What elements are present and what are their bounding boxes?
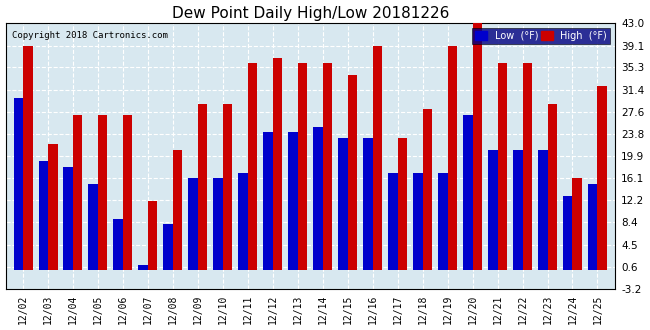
- Bar: [398, 138, 407, 270]
- Bar: [198, 104, 207, 270]
- Bar: [547, 104, 557, 270]
- Bar: [448, 46, 457, 270]
- Bar: [148, 201, 157, 270]
- Bar: [114, 219, 123, 270]
- Bar: [248, 63, 257, 270]
- Bar: [513, 149, 523, 270]
- Bar: [213, 179, 223, 270]
- Bar: [64, 167, 73, 270]
- Bar: [413, 173, 423, 270]
- Bar: [313, 127, 323, 270]
- Bar: [422, 109, 432, 270]
- Bar: [288, 132, 298, 270]
- Bar: [163, 224, 173, 270]
- Bar: [239, 173, 248, 270]
- Bar: [223, 104, 232, 270]
- Bar: [338, 138, 348, 270]
- Bar: [497, 63, 507, 270]
- Bar: [488, 149, 497, 270]
- Bar: [573, 179, 582, 270]
- Bar: [98, 115, 107, 270]
- Bar: [438, 173, 448, 270]
- Bar: [348, 75, 358, 270]
- Bar: [173, 149, 183, 270]
- Bar: [372, 46, 382, 270]
- Bar: [323, 63, 332, 270]
- Bar: [588, 184, 597, 270]
- Bar: [538, 149, 547, 270]
- Bar: [363, 138, 372, 270]
- Text: Copyright 2018 Cartronics.com: Copyright 2018 Cartronics.com: [12, 31, 168, 40]
- Bar: [273, 58, 282, 270]
- Bar: [388, 173, 398, 270]
- Bar: [263, 132, 273, 270]
- Bar: [463, 115, 473, 270]
- Bar: [563, 196, 573, 270]
- Bar: [597, 86, 607, 270]
- Bar: [188, 179, 198, 270]
- Bar: [14, 98, 23, 270]
- Bar: [73, 115, 83, 270]
- Bar: [473, 17, 482, 270]
- Bar: [38, 161, 48, 270]
- Bar: [88, 184, 98, 270]
- Legend: Low  (°F), High  (°F): Low (°F), High (°F): [472, 28, 610, 44]
- Bar: [523, 63, 532, 270]
- Bar: [298, 63, 307, 270]
- Bar: [48, 144, 57, 270]
- Title: Dew Point Daily High/Low 20181226: Dew Point Daily High/Low 20181226: [172, 6, 449, 20]
- Bar: [123, 115, 133, 270]
- Bar: [138, 265, 148, 270]
- Bar: [23, 46, 32, 270]
